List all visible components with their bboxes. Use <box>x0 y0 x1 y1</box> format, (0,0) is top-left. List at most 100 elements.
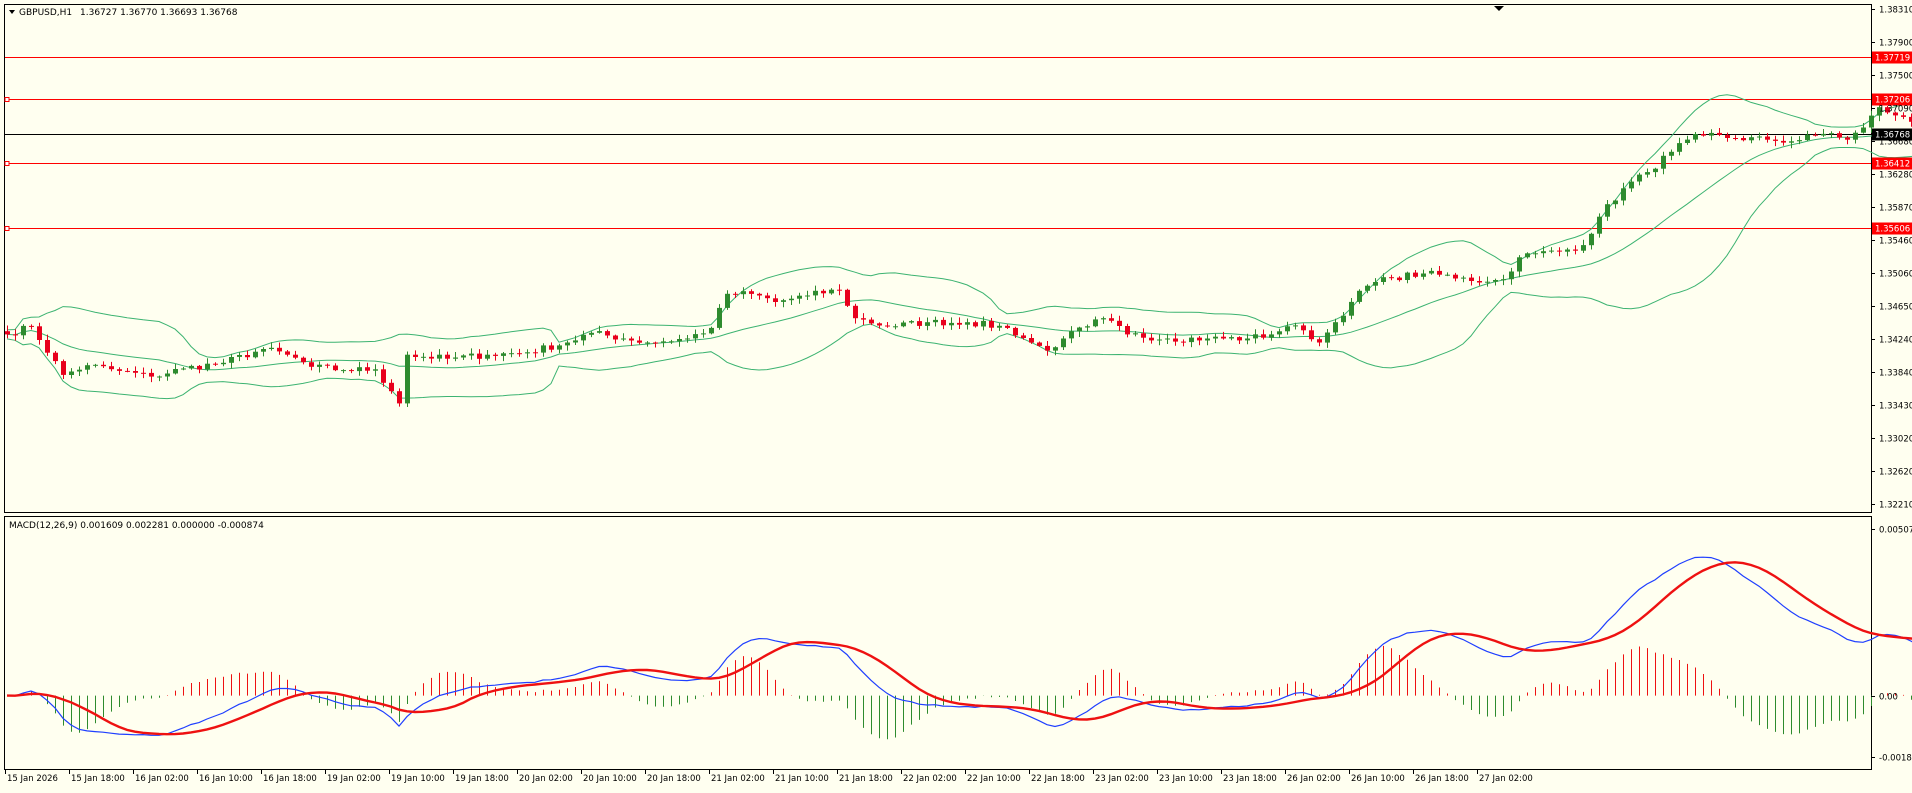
time-tick-label-22: 26 Jan 18:00 <box>1415 774 1469 784</box>
candle-body <box>965 322 970 325</box>
candle <box>533 348 538 358</box>
chart-shift-marker-icon[interactable] <box>1494 6 1504 11</box>
candle-body <box>45 340 50 353</box>
candle <box>509 348 514 358</box>
candle <box>1525 252 1530 259</box>
candle-body <box>861 318 866 320</box>
candle-body <box>1869 115 1874 128</box>
candle-body <box>165 373 170 377</box>
candle <box>1717 128 1722 137</box>
candle <box>53 351 58 365</box>
candle <box>349 368 354 374</box>
candle-body <box>573 340 578 343</box>
candle <box>701 329 706 338</box>
candle-body <box>941 319 946 326</box>
candle-body <box>1493 280 1498 282</box>
candle-body <box>637 340 642 343</box>
candle <box>77 366 82 376</box>
candle-body <box>1333 322 1338 333</box>
time-tick-label-1: 15 Jan 18:00 <box>71 774 125 784</box>
candle <box>1037 341 1042 347</box>
candle-body <box>933 319 938 323</box>
time-tick-label-21: 26 Jan 10:00 <box>1351 774 1405 784</box>
candle-body <box>1885 107 1890 113</box>
candle-body <box>309 362 314 367</box>
candle-body <box>693 334 698 339</box>
candle <box>1837 131 1842 140</box>
candle <box>1221 331 1226 340</box>
candle-body <box>213 363 218 365</box>
price-tick-label-1: 1.37900 <box>1879 39 1912 49</box>
time-tick-label-0: 15 Jan 2026 <box>7 774 58 784</box>
candle <box>565 340 570 351</box>
candle-body <box>13 334 18 336</box>
candle <box>213 362 218 366</box>
candle-body <box>333 365 338 371</box>
time-tick-label-19: 23 Jan 18:00 <box>1223 774 1277 784</box>
candle-body <box>1285 326 1290 332</box>
candle <box>789 295 794 305</box>
candle-body <box>1741 138 1746 141</box>
candle-body <box>957 322 962 325</box>
candle-body <box>181 368 186 370</box>
candle <box>717 304 722 330</box>
candle-body <box>445 354 450 359</box>
time-tick-label-6: 19 Jan 10:00 <box>391 774 445 784</box>
dropdown-triangle-icon[interactable] <box>9 10 15 14</box>
candle <box>1213 333 1218 344</box>
hline-price-tag-3 <box>1872 222 1912 235</box>
hline-anchor-3 <box>4 226 10 231</box>
macd-label: MACD(12,26,9) 0.001609 0.002281 0.000000… <box>9 521 264 531</box>
candle <box>229 353 234 369</box>
candle <box>325 363 330 369</box>
candle <box>1429 267 1434 275</box>
main-pane-frame <box>4 4 1872 513</box>
candle <box>965 318 970 330</box>
candle <box>621 333 626 342</box>
candle-body <box>1701 134 1706 136</box>
candle-body <box>37 326 42 340</box>
candle-body <box>1245 338 1250 341</box>
candle <box>117 367 122 375</box>
candle <box>1077 326 1082 337</box>
price-tick-label-12: 1.33430 <box>1879 402 1912 412</box>
candle <box>861 313 866 325</box>
price-tick-label-5: 1.36280 <box>1879 171 1912 181</box>
candle <box>141 367 146 379</box>
candle <box>1229 335 1234 341</box>
candle-body <box>1325 332 1330 343</box>
candle-body <box>541 345 546 353</box>
candle-body <box>1365 285 1370 291</box>
candle-body <box>365 367 370 371</box>
candle <box>1813 132 1818 137</box>
candle <box>1125 323 1130 338</box>
candle <box>1333 318 1338 335</box>
candle-body <box>1581 245 1586 251</box>
candle <box>237 352 242 362</box>
candle <box>1597 213 1602 238</box>
candle-body <box>1341 315 1346 323</box>
candle <box>1309 325 1314 342</box>
candle <box>469 348 474 360</box>
candle <box>61 359 66 379</box>
candle-body <box>141 372 146 374</box>
candle-body <box>1021 335 1026 338</box>
candle-body <box>1853 132 1858 140</box>
candle <box>1317 337 1322 347</box>
symbol-label: GBPUSD,H1 <box>19 8 72 18</box>
candle-body <box>1653 168 1658 173</box>
candle <box>69 368 74 379</box>
candle-body <box>901 322 906 327</box>
candle <box>1821 129 1826 137</box>
candle-body <box>1317 339 1322 343</box>
candle-body <box>1005 325 1010 328</box>
hline-price-label-0: 1.37719 <box>1875 54 1910 64</box>
candle-body <box>1757 136 1762 138</box>
candle-body <box>461 355 466 358</box>
candle <box>1181 339 1186 347</box>
candle <box>189 364 194 370</box>
candle-body <box>341 370 346 372</box>
candle <box>45 334 50 356</box>
